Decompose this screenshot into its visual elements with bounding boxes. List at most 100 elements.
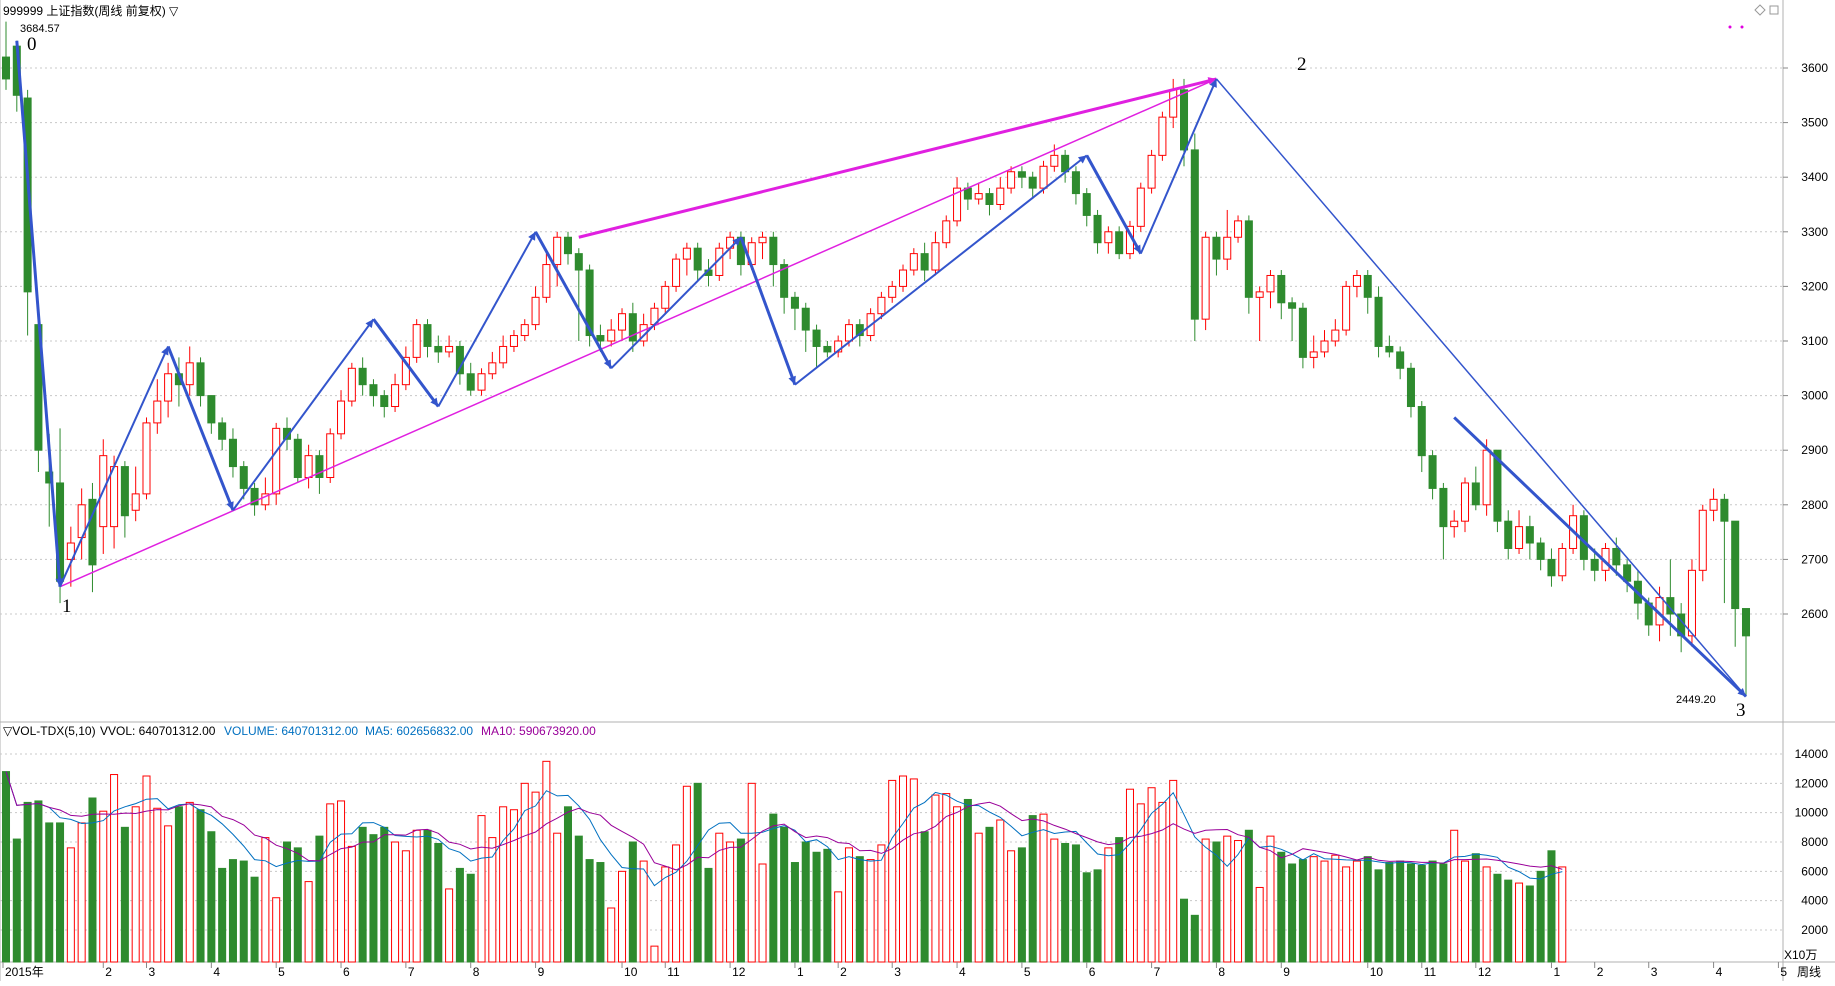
volume-bar[interactable] [553,832,562,963]
candle-body[interactable] [369,384,378,397]
candle-body[interactable] [239,466,248,489]
candle-body[interactable] [596,335,605,342]
volume-bar[interactable] [1093,869,1102,963]
volume-bar[interactable] [77,822,86,963]
candle-body[interactable] [434,345,443,353]
volume-bar[interactable] [531,791,540,963]
volume-bar[interactable] [164,825,173,963]
volume-bar[interactable] [1255,886,1264,963]
candle-body[interactable] [1071,171,1080,195]
volume-bar[interactable] [1417,864,1426,963]
candle-body[interactable] [1352,274,1361,287]
volume-bar[interactable] [412,829,421,963]
volume-bar[interactable] [1363,856,1372,963]
candle-body[interactable] [790,296,799,309]
volume-bar[interactable] [1558,866,1567,963]
volume-bar[interactable] [56,822,65,963]
candle-body[interactable] [780,264,789,298]
candle-body[interactable] [996,187,1005,205]
candle-body[interactable] [326,433,335,479]
candle-body[interactable] [1082,193,1091,216]
volume-bar[interactable] [196,809,205,963]
volume-bar[interactable] [272,897,281,963]
candle-layer[interactable] [1,21,1751,697]
candle-body[interactable] [553,236,562,266]
candle-body[interactable] [488,362,497,375]
volume-bar[interactable] [1017,847,1026,963]
candle-body[interactable] [1342,285,1351,331]
candle-body[interactable] [823,345,832,353]
candle-body[interactable] [509,335,518,347]
volume-bar[interactable] [520,782,529,963]
candle-body[interactable] [358,367,367,386]
candle-body[interactable] [1396,351,1405,369]
candle-body[interactable] [1731,520,1740,610]
volume-bar[interactable] [715,832,724,963]
candle-body[interactable] [1515,526,1524,549]
volume-bar[interactable] [358,826,367,963]
volume-bar[interactable] [1547,850,1556,963]
candle-body[interactable] [1666,597,1675,615]
volume-bar[interactable] [747,782,756,963]
volume-bar[interactable] [834,891,843,963]
candle-body[interactable] [1320,340,1329,353]
candle-body[interactable] [347,367,356,402]
volume-bar[interactable] [218,867,227,963]
candle-body[interactable] [1471,482,1480,506]
volume-bar[interactable] [1396,860,1405,963]
volume-bar[interactable] [1223,835,1232,963]
volume-bar[interactable] [369,834,378,963]
volume-bar[interactable] [639,860,648,963]
volume-bar[interactable] [574,835,583,963]
candle-body[interactable] [1017,171,1026,178]
volume-bar[interactable] [131,806,140,963]
candle-body[interactable] [261,493,270,506]
candle-body[interactable] [1266,274,1275,293]
candle-body[interactable] [499,345,508,364]
volume-bar[interactable] [228,859,237,963]
volume-bar[interactable] [153,807,162,963]
candle-body[interactable] [1558,547,1567,577]
candle-body[interactable] [942,220,951,244]
volume-bar[interactable] [1309,856,1318,963]
volume-bar[interactable] [1039,813,1048,963]
diamond-icon[interactable] [1754,4,1766,16]
candle-body[interactable] [1709,498,1718,511]
candle-body[interactable] [618,313,627,331]
candle-body[interactable] [250,487,259,506]
candle-body[interactable] [758,236,767,244]
volume-bar[interactable] [337,800,346,963]
candle-body[interactable] [628,313,637,342]
volume-bar[interactable] [1342,866,1351,963]
volume-bar[interactable] [1288,863,1297,963]
volume-bar[interactable] [1071,844,1080,963]
candle-body[interactable] [877,296,886,315]
volume-bar[interactable] [607,907,616,963]
candle-body[interactable] [585,269,594,337]
restore-icon[interactable] [1769,5,1779,15]
volume-bar[interactable] [920,831,929,963]
volume-bar[interactable] [931,794,940,963]
volume-bar[interactable] [326,803,335,963]
volume-bar[interactable] [693,782,702,963]
volume-bar[interactable] [823,848,832,963]
candle-body[interactable] [1417,406,1426,457]
candle-body[interactable] [888,285,897,298]
candle-body[interactable] [672,258,681,287]
candle-body[interactable] [380,395,389,408]
volume-bar[interactable] [185,801,194,963]
volume-bar[interactable] [1007,850,1016,963]
candle-body[interactable] [661,285,670,309]
volume-bar[interactable] [66,847,75,963]
volume-bar[interactable] [1536,870,1545,963]
candle-body[interactable] [931,242,940,271]
candle-body[interactable] [1028,176,1037,189]
volume-bar[interactable] [120,826,129,963]
candle-body[interactable] [1288,302,1297,309]
volume-bar[interactable] [682,785,691,963]
volume-layer[interactable] [1,760,1567,963]
candle-body[interactable] [401,356,410,386]
candle-body[interactable] [337,400,346,435]
volume-bar[interactable] [1115,837,1124,963]
volume-bar[interactable] [628,841,637,963]
